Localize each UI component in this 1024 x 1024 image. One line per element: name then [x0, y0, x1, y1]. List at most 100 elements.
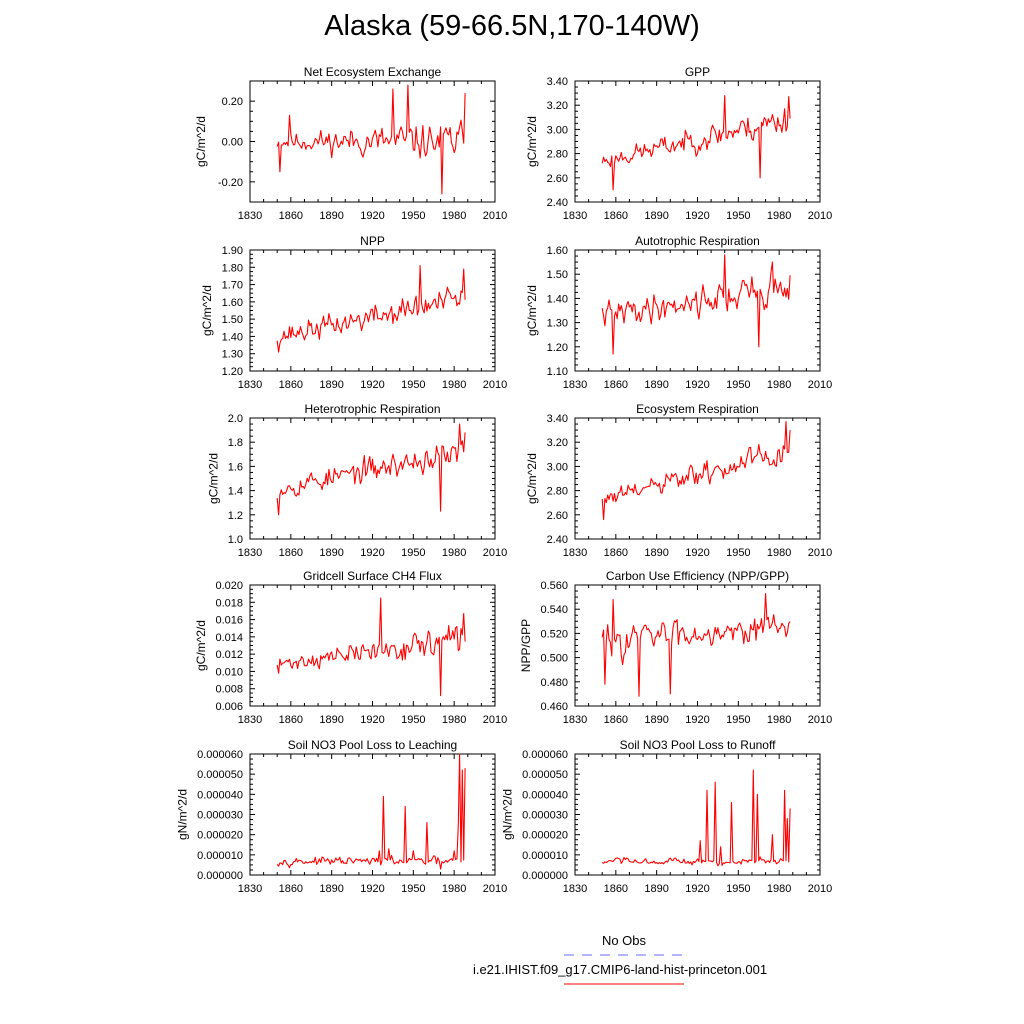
y-tick-label: 0.00: [222, 137, 243, 149]
x-tick-label: 1890: [644, 210, 668, 222]
y-tick-label: 1.80: [222, 262, 243, 274]
panel-gpp: GPP 1830 1860 1890 1920 1950 1980 2010 2.40 2.60 2…: [525, 65, 832, 222]
x-tick-label: 1950: [401, 547, 425, 559]
y-tick-label: 1.20: [222, 366, 243, 378]
y-tick-label: 0.000030: [522, 810, 568, 822]
x-tick-label: 1890: [319, 547, 343, 559]
series-line-soil-no3-pool-loss-to-leaching: [276, 753, 466, 870]
y-axis-label: gN/m^2/d: [500, 789, 514, 840]
x-tick-label: 1980: [442, 883, 466, 895]
x-tick-label: 2010: [808, 210, 832, 222]
series-line-npp: [276, 265, 466, 353]
x-tick-label: 1950: [401, 883, 425, 895]
y-tick-label: 3.00: [547, 461, 568, 473]
y-axis-label: NPP/GPP: [519, 619, 533, 672]
y-tick-label: 0.000060: [522, 749, 568, 761]
x-tick-label: 1920: [360, 714, 384, 726]
x-tick-label: 1890: [319, 883, 343, 895]
y-tick-label: 0.000040: [197, 789, 243, 801]
x-tick-label: 1860: [279, 547, 303, 559]
y-axis-label: gC/m^2/d: [194, 620, 208, 671]
y-tick-label: 0.000000: [522, 870, 568, 882]
y-axis-label: gC/m^2/d: [200, 285, 214, 336]
x-tick-label: 2010: [808, 714, 832, 726]
panel-autotrophic-respiration: Autotrophic Respiration 1830 1860 1890 1920 1…: [525, 234, 832, 391]
y-axis-label: gC/m^2/d: [525, 453, 539, 504]
y-tick-label: 0.010: [215, 666, 243, 678]
y-axis-label: gN/m^2/d: [175, 789, 189, 840]
panel-title: Ecosystem Respiration: [636, 402, 759, 416]
x-tick-label: 2010: [808, 379, 832, 391]
x-tick-label: 1830: [238, 379, 262, 391]
y-tick-label: 0.006: [215, 701, 243, 713]
x-tick-label: 1920: [685, 714, 709, 726]
y-tick-label: 1.40: [547, 293, 568, 305]
y-tick-label: 1.8: [228, 437, 243, 449]
series-line-heterotrophic-respiration: [276, 423, 466, 516]
series-line-ecosystem-respiration: [601, 421, 791, 521]
x-tick-label: 1890: [319, 714, 343, 726]
x-tick-label: 1860: [279, 714, 303, 726]
x-tick-label: 2010: [808, 547, 832, 559]
y-tick-label: 0.000050: [522, 769, 568, 781]
y-tick-label: 1.40: [222, 331, 243, 343]
series-line-soil-no3-pool-loss-to-runoff: [601, 769, 791, 867]
y-tick-label: 1.4: [228, 486, 243, 498]
x-tick-label: 1860: [279, 210, 303, 222]
y-tick-label: 1.30: [547, 318, 568, 330]
x-tick-label: 1860: [604, 547, 628, 559]
x-tick-label: 1980: [767, 547, 791, 559]
y-tick-label: 0.480: [540, 677, 568, 689]
x-tick-label: 1920: [360, 210, 384, 222]
y-axis-label: gC/m^2/d: [525, 116, 539, 167]
y-tick-label: 0.014: [215, 632, 243, 644]
series-line-carbon-use-efficiency-npp-gpp: [601, 592, 791, 697]
x-tick-label: 1830: [238, 883, 262, 895]
y-tick-label: 0.018: [215, 597, 243, 609]
x-tick-label: 1860: [604, 714, 628, 726]
y-tick-label: 1.10: [547, 366, 568, 378]
x-tick-label: 1830: [238, 714, 262, 726]
series-line-gpp: [601, 94, 791, 191]
panel-heterotrophic-respiration: Heterotrophic Respiration 1830 1860 1890 192…: [206, 402, 507, 559]
panel-net-ecosystem-exchange: Net Ecosystem Exchange 1830 1860 1890 1920 19…: [194, 65, 507, 222]
x-tick-label: 1830: [563, 883, 587, 895]
y-tick-label: 1.70: [222, 280, 243, 292]
y-tick-label: 2.60: [547, 510, 568, 522]
x-tick-label: 1950: [401, 714, 425, 726]
y-tick-label: 2.60: [547, 173, 568, 185]
y-tick-label: 3.40: [547, 76, 568, 88]
x-tick-label: 1890: [319, 210, 343, 222]
y-tick-label: 1.0: [228, 534, 243, 546]
y-tick-label: 0.460: [540, 701, 568, 713]
panel-npp: NPP 1830 1860 1890 1920 1950 1980 2010 1.20 1.30 1…: [200, 234, 507, 391]
x-tick-label: 1980: [442, 714, 466, 726]
y-tick-label: 1.50: [547, 269, 568, 281]
x-tick-label: 1950: [726, 714, 750, 726]
y-tick-label: 3.40: [547, 413, 568, 425]
x-tick-label: 1950: [726, 883, 750, 895]
panel-title: Heterotrophic Respiration: [304, 402, 440, 416]
y-tick-label: 2.40: [547, 534, 568, 546]
x-tick-label: 1830: [563, 210, 587, 222]
x-tick-label: 1950: [401, 379, 425, 391]
x-tick-label: 1890: [319, 379, 343, 391]
x-tick-label: 2010: [483, 714, 507, 726]
x-tick-label: 2010: [483, 883, 507, 895]
panel-title: Autotrophic Respiration: [635, 234, 760, 248]
y-tick-label: 0.20: [222, 96, 243, 108]
panel-soil-no3-pool-loss-to-runoff: Soil NO3 Pool Loss to Runoff 1830 1860 1890…: [500, 738, 832, 895]
y-tick-label: 3.00: [547, 124, 568, 136]
panel-carbon-use-efficiency-npp-gpp: Carbon Use Efficiency (NPP/GPP) 1830 1860 1…: [519, 569, 832, 726]
y-tick-label: 2.80: [547, 486, 568, 498]
x-tick-label: 1890: [644, 883, 668, 895]
x-tick-label: 1980: [442, 210, 466, 222]
x-tick-label: 1950: [401, 210, 425, 222]
panel-gridcell-surface-ch4-flux: Gridcell Surface CH4 Flux 1830 1860 1890 192…: [194, 569, 507, 726]
y-tick-label: 0.000030: [197, 810, 243, 822]
legend-label-run: i.e21.IHIST.f09_g17.CMIP6-land-hist-prin…: [472, 962, 768, 977]
x-tick-label: 1890: [644, 547, 668, 559]
x-tick-label: 1860: [604, 379, 628, 391]
panel-soil-no3-pool-loss-to-leaching: Soil NO3 Pool Loss to Leaching 1830 1860 18…: [175, 738, 507, 895]
